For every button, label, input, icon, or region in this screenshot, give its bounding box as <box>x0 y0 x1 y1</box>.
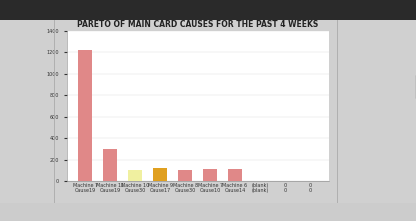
Bar <box>178 170 192 181</box>
Bar <box>154 168 167 181</box>
Title: PARETO OF MAIN CARD CAUSES FOR THE PAST 4 WEEKS: PARETO OF MAIN CARD CAUSES FOR THE PAST … <box>77 20 318 29</box>
Bar <box>104 149 117 181</box>
Bar <box>129 170 142 181</box>
Legend: CR, CO, CR2: CR, CO, CR2 <box>415 75 416 98</box>
Bar <box>203 170 217 181</box>
Bar <box>79 50 92 181</box>
Bar <box>228 170 242 181</box>
